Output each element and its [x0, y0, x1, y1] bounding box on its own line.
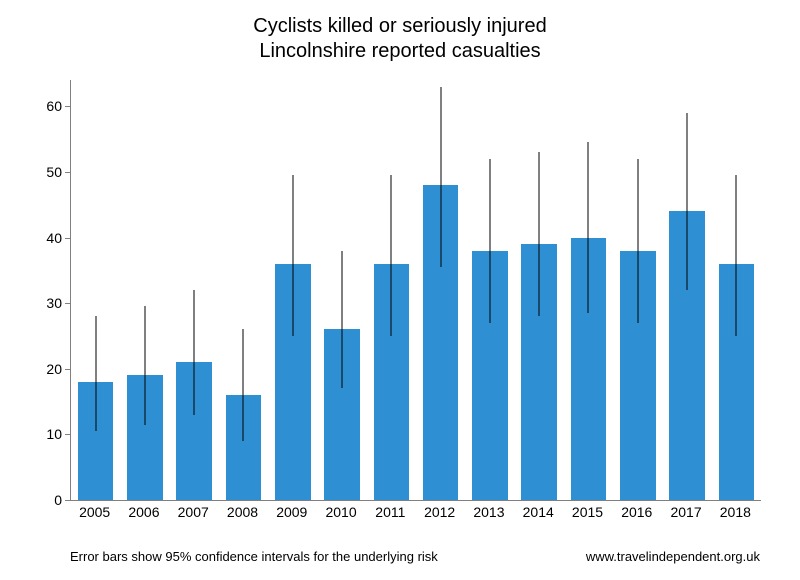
bar-slot — [176, 80, 211, 500]
chart-footer: Error bars show 95% confidence intervals… — [70, 549, 760, 564]
error-bar — [637, 159, 638, 323]
x-tick-label: 2010 — [325, 504, 356, 520]
bar-slot — [275, 80, 310, 500]
footer-source: www.travelindependent.org.uk — [586, 549, 760, 564]
chart-container: Cyclists killed or seriously injured Lin… — [0, 0, 800, 580]
bar-slot — [127, 80, 162, 500]
y-tick-label: 20 — [32, 361, 62, 377]
footer-note: Error bars show 95% confidence intervals… — [70, 549, 438, 564]
error-bar — [144, 306, 145, 424]
x-tick-label: 2016 — [621, 504, 652, 520]
bar-slot — [521, 80, 556, 500]
title-line-2: Lincolnshire reported casualties — [0, 39, 800, 64]
x-tick-label: 2017 — [670, 504, 701, 520]
y-tick-label: 50 — [32, 164, 62, 180]
error-bar — [292, 175, 293, 336]
bar-slot — [472, 80, 507, 500]
error-bar — [440, 87, 441, 267]
bar-slot — [226, 80, 261, 500]
x-tick-label: 2015 — [572, 504, 603, 520]
error-bar — [194, 290, 195, 415]
y-tick-label: 40 — [32, 230, 62, 246]
bar-slot — [719, 80, 754, 500]
chart-title: Cyclists killed or seriously injured Lin… — [0, 0, 800, 64]
bars-group — [71, 80, 761, 500]
error-bar — [539, 152, 540, 316]
x-tick-label: 2009 — [276, 504, 307, 520]
error-bar — [95, 316, 96, 431]
plot-area — [70, 80, 761, 501]
x-tick-label: 2007 — [178, 504, 209, 520]
bar-slot — [423, 80, 458, 500]
title-line-1: Cyclists killed or seriously injured — [0, 14, 800, 39]
y-tick-label: 0 — [32, 492, 62, 508]
error-bar — [736, 175, 737, 336]
x-tick-label: 2005 — [79, 504, 110, 520]
x-tick-label: 2008 — [227, 504, 258, 520]
bar-slot — [324, 80, 359, 500]
x-tick-label: 2012 — [424, 504, 455, 520]
bar-slot — [669, 80, 704, 500]
bar-slot — [571, 80, 606, 500]
bar-slot — [374, 80, 409, 500]
bar-slot — [78, 80, 113, 500]
error-bar — [588, 142, 589, 313]
error-bar — [489, 159, 490, 323]
y-tick-label: 60 — [32, 98, 62, 114]
x-tick-label: 2018 — [720, 504, 751, 520]
x-tick-label: 2011 — [375, 504, 405, 520]
error-bar — [391, 175, 392, 336]
x-tick-label: 2014 — [523, 504, 554, 520]
error-bar — [687, 113, 688, 290]
x-tick-label: 2013 — [473, 504, 504, 520]
error-bar — [342, 251, 343, 389]
x-tick-label: 2006 — [128, 504, 159, 520]
y-tick-label: 10 — [32, 426, 62, 442]
y-tick-label: 30 — [32, 295, 62, 311]
bar-slot — [620, 80, 655, 500]
error-bar — [243, 329, 244, 441]
